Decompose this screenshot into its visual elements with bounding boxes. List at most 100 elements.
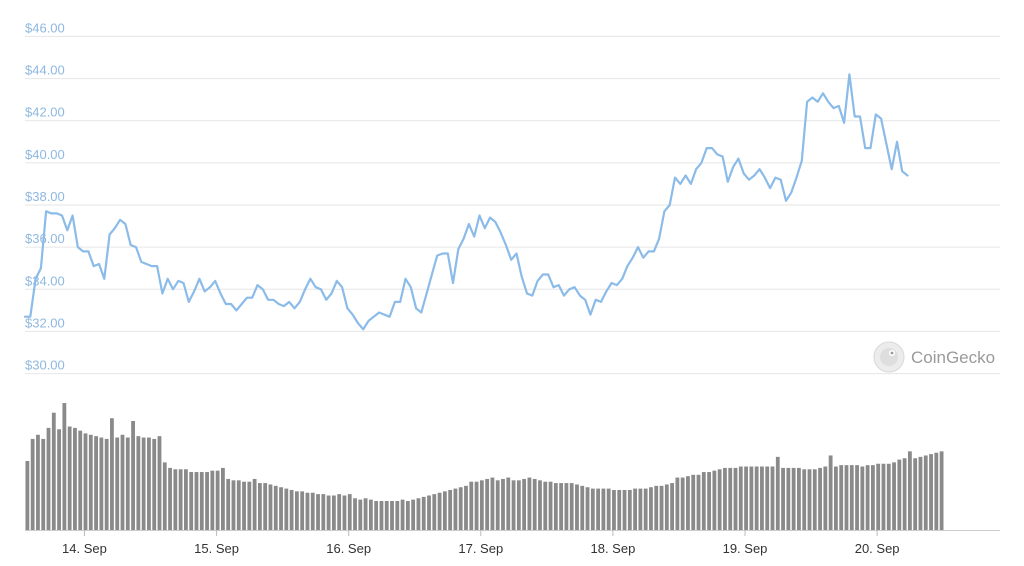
volume-bar (448, 489, 453, 530)
volume-bar (765, 466, 770, 530)
y-tick-label: $46.00 (25, 20, 65, 35)
volume-bar (548, 481, 553, 530)
x-tick-label: 14. Sep (62, 541, 107, 556)
volume-bar (844, 465, 849, 530)
volume-bar (855, 465, 859, 530)
volume-bar (453, 488, 458, 530)
volume-bar (707, 472, 711, 530)
volume-bar (717, 469, 722, 530)
volume-bar (775, 456, 780, 530)
volume-bar (226, 478, 231, 530)
volume-bar (257, 483, 262, 530)
volume-bar (168, 467, 172, 530)
volume-bar (485, 478, 490, 530)
volume-bar (929, 454, 933, 530)
volume-bar (522, 478, 527, 530)
volume-bar (273, 485, 278, 530)
volume-bar (744, 466, 748, 530)
volume-bar (802, 469, 807, 530)
volume-bar (643, 488, 648, 530)
volume-bar (247, 481, 252, 530)
volume-bar (231, 480, 236, 530)
volume-bar (511, 480, 516, 530)
volume-bar (680, 477, 685, 530)
volume-bar (384, 501, 389, 530)
volume-bar (585, 487, 590, 530)
volume-bar (913, 458, 918, 530)
price-line (23, 73, 909, 331)
volume-bar (469, 481, 474, 530)
volume-bar (654, 485, 659, 530)
volume-bar (770, 466, 775, 530)
volume-bar (839, 465, 844, 530)
y-grid (25, 35, 1000, 375)
volume-bar (78, 430, 83, 530)
volume-bar (797, 467, 801, 530)
volume-bar (458, 487, 463, 530)
volume-bar (316, 494, 320, 530)
volume-bar (553, 483, 558, 530)
y-tick-label: $30.00 (25, 358, 65, 373)
volume-bar (395, 501, 400, 530)
volume-bar (374, 501, 379, 530)
volume-bar (923, 455, 928, 530)
volume-bar (733, 467, 738, 530)
volume-bar (46, 427, 51, 530)
volume-bar (416, 498, 421, 530)
volume-bar (728, 467, 733, 530)
volume-bar (575, 484, 579, 530)
volume-bar (886, 463, 891, 530)
volume-bar (464, 485, 468, 530)
volume-bar (543, 481, 548, 530)
volume-bar (221, 467, 225, 530)
gecko-logo-icon (873, 341, 905, 373)
volume-bar (358, 499, 363, 530)
x-tick-label: 16. Sep (326, 541, 371, 556)
volume-bar (36, 434, 40, 530)
volume-bar (749, 466, 754, 530)
volume-bar (649, 487, 653, 530)
volume-bar (178, 469, 183, 530)
volume-bar (405, 501, 410, 530)
volume-bar (300, 491, 305, 530)
volume-bar (633, 488, 638, 530)
volume-bar (289, 489, 294, 530)
volume-bar (442, 491, 447, 530)
volume-bar (41, 438, 46, 530)
volume-bar (368, 499, 373, 530)
volume-bar (506, 477, 511, 530)
volume-bar (147, 437, 151, 530)
volume-bar (242, 481, 246, 530)
volume-bar (437, 492, 442, 530)
volume-bar (691, 474, 696, 530)
volume-bar (104, 438, 109, 530)
volume-bar (892, 462, 896, 530)
volume-bar (580, 485, 585, 530)
volume-bar (897, 459, 902, 530)
volume-bar (310, 492, 315, 530)
x-tick-label: 15. Sep (194, 541, 239, 556)
volume-bar (141, 437, 146, 530)
volume-bar (754, 466, 759, 530)
volume-bar (834, 466, 838, 530)
volume-bar (331, 495, 336, 530)
volume-bar (781, 467, 785, 530)
volume-bar (612, 489, 616, 530)
volume-bar (622, 489, 627, 530)
volume-bar (379, 501, 384, 530)
volume-bar (305, 492, 310, 530)
volume-bar (115, 437, 120, 530)
volume-bar (849, 465, 854, 530)
y-tick-label: $44.00 (25, 63, 65, 78)
volume-bar (294, 491, 299, 530)
volume-bar (51, 412, 56, 530)
volume-bar (432, 494, 437, 530)
volume-bar (786, 467, 791, 530)
volume-bar (569, 483, 574, 530)
volume-bar (189, 472, 194, 530)
volume-bar (760, 466, 764, 530)
volume-bar (184, 469, 188, 530)
volume-bar (173, 469, 178, 530)
volume-bar (152, 438, 157, 530)
